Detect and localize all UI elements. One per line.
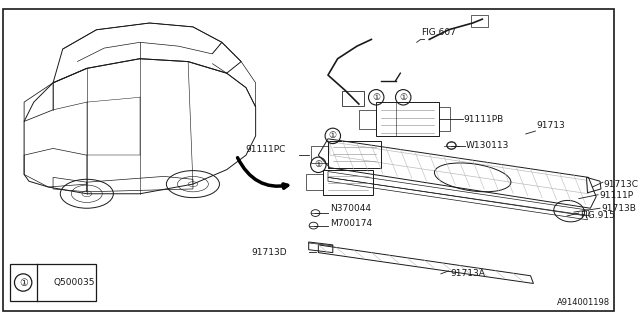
Text: FIG.915: FIG.915 <box>580 211 614 220</box>
Text: ①: ① <box>399 93 407 102</box>
Text: W130113: W130113 <box>466 141 509 150</box>
Text: ①: ① <box>329 132 337 140</box>
Text: 91713B: 91713B <box>601 204 636 213</box>
Text: 91713A: 91713A <box>451 269 485 278</box>
Text: 91713C: 91713C <box>604 180 639 189</box>
Text: 91111PC: 91111PC <box>245 145 285 154</box>
Text: A914001198: A914001198 <box>557 298 610 307</box>
Bar <box>310 146 328 163</box>
Text: 91713D: 91713D <box>252 248 287 257</box>
Text: FIG.607: FIG.607 <box>422 28 456 36</box>
Text: Q500035: Q500035 <box>53 278 95 287</box>
Bar <box>376 102 439 136</box>
Text: 91111P: 91111P <box>599 191 633 200</box>
Text: ①: ① <box>372 93 380 102</box>
Bar <box>323 170 373 195</box>
Text: ①: ① <box>19 277 28 287</box>
Bar <box>342 91 364 106</box>
Text: 91111PB: 91111PB <box>463 116 503 124</box>
Bar <box>439 107 451 131</box>
Text: M700174: M700174 <box>330 219 372 228</box>
Text: N370044: N370044 <box>330 204 371 213</box>
Bar <box>359 110 376 129</box>
Bar <box>306 174 323 190</box>
Bar <box>328 141 381 168</box>
Bar <box>471 15 488 27</box>
Text: 91713: 91713 <box>536 121 565 130</box>
Text: ①: ① <box>314 160 323 169</box>
